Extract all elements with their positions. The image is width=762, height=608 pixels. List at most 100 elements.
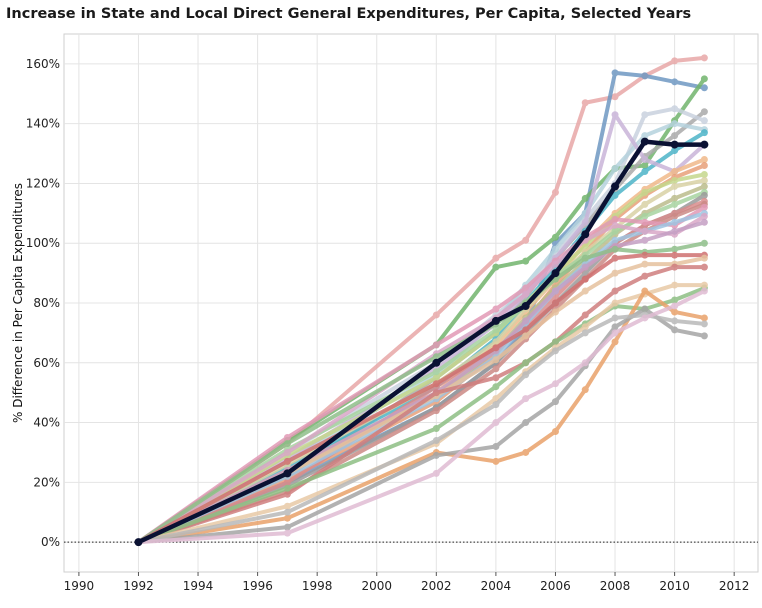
x-tick-label: 1998	[302, 579, 333, 593]
data-point	[522, 257, 530, 265]
x-tick-label: 2008	[600, 579, 631, 593]
y-tick-label: 80%	[33, 296, 60, 310]
data-point	[611, 215, 619, 223]
data-point	[700, 140, 709, 149]
data-point	[492, 419, 500, 427]
data-point	[492, 356, 500, 364]
data-point	[641, 218, 649, 226]
data-point	[700, 117, 708, 125]
data-point	[551, 338, 559, 346]
data-point	[671, 317, 679, 325]
data-point	[432, 407, 440, 415]
data-point	[640, 137, 649, 146]
data-point	[551, 347, 559, 355]
data-point	[611, 287, 619, 295]
data-point	[611, 165, 619, 172]
data-point	[671, 120, 679, 128]
x-axis-ticks: 1990 1992 1994 1996 1998 2000 2002 2004 2006 2008…	[64, 572, 749, 593]
y-axis-label: % Difference in Per Capita Expenditures	[11, 183, 25, 423]
data-point	[611, 254, 619, 262]
data-point	[522, 236, 530, 244]
data-point	[283, 484, 291, 492]
data-point	[671, 57, 679, 65]
data-point	[492, 457, 500, 465]
data-point	[492, 344, 500, 352]
data-point	[492, 326, 500, 334]
x-tick-label: 1990	[64, 579, 95, 593]
data-point	[700, 129, 708, 137]
data-point	[492, 305, 500, 313]
data-point	[700, 287, 708, 295]
data-point	[641, 305, 649, 313]
data-point	[522, 317, 530, 325]
data-point	[581, 329, 589, 337]
data-point	[641, 314, 649, 322]
data-point	[671, 263, 679, 271]
series-lines	[134, 54, 709, 547]
data-point	[641, 287, 649, 295]
data-point	[551, 308, 559, 316]
y-tick-label: 40%	[33, 416, 60, 430]
y-tick-label: 140%	[26, 117, 60, 131]
data-point	[283, 434, 291, 441]
data-point	[432, 469, 440, 477]
data-point	[611, 182, 620, 191]
data-point	[283, 502, 291, 510]
data-point	[492, 374, 500, 382]
data-point	[611, 221, 619, 229]
data-point	[581, 275, 589, 283]
data-point	[522, 395, 530, 403]
data-point	[581, 230, 590, 239]
data-point	[432, 341, 440, 349]
data-point	[611, 269, 619, 277]
data-point	[283, 523, 291, 531]
data-point	[641, 260, 649, 268]
data-point	[522, 419, 530, 427]
data-point	[670, 140, 679, 149]
data-point	[641, 111, 649, 119]
data-point	[641, 156, 649, 164]
data-point	[581, 359, 589, 367]
data-point	[283, 514, 291, 522]
data-point	[134, 538, 143, 547]
data-point	[432, 368, 440, 376]
data-point	[671, 302, 679, 310]
data-point	[522, 326, 530, 334]
data-point	[641, 200, 649, 208]
data-point	[522, 371, 530, 379]
data-point	[641, 236, 649, 244]
data-point	[521, 301, 530, 310]
data-point	[551, 245, 559, 253]
data-point	[551, 428, 559, 436]
data-point	[700, 263, 708, 271]
data-point	[551, 233, 559, 241]
data-point	[611, 227, 619, 235]
data-point	[551, 380, 559, 388]
data-point	[700, 176, 708, 184]
data-point	[432, 311, 440, 319]
data-point	[551, 269, 560, 278]
data-point	[283, 448, 291, 456]
gridlines	[64, 34, 758, 572]
data-point	[671, 176, 679, 184]
data-point	[700, 239, 708, 247]
data-point	[700, 320, 708, 328]
data-point	[700, 332, 708, 340]
data-point	[641, 272, 649, 280]
data-point	[283, 478, 291, 486]
data-point	[492, 338, 500, 346]
data-point	[671, 251, 679, 259]
x-tick-label: 2002	[421, 579, 452, 593]
data-point	[700, 203, 708, 211]
data-point	[283, 490, 291, 498]
data-point	[671, 308, 679, 316]
y-tick-label: 20%	[33, 475, 60, 489]
data-point	[641, 251, 649, 259]
data-point	[283, 439, 291, 447]
data-point	[641, 188, 649, 196]
data-point	[551, 398, 559, 406]
data-point	[700, 108, 708, 116]
x-tick-label: 1994	[183, 579, 214, 593]
data-point	[581, 311, 589, 319]
data-point	[283, 469, 292, 478]
